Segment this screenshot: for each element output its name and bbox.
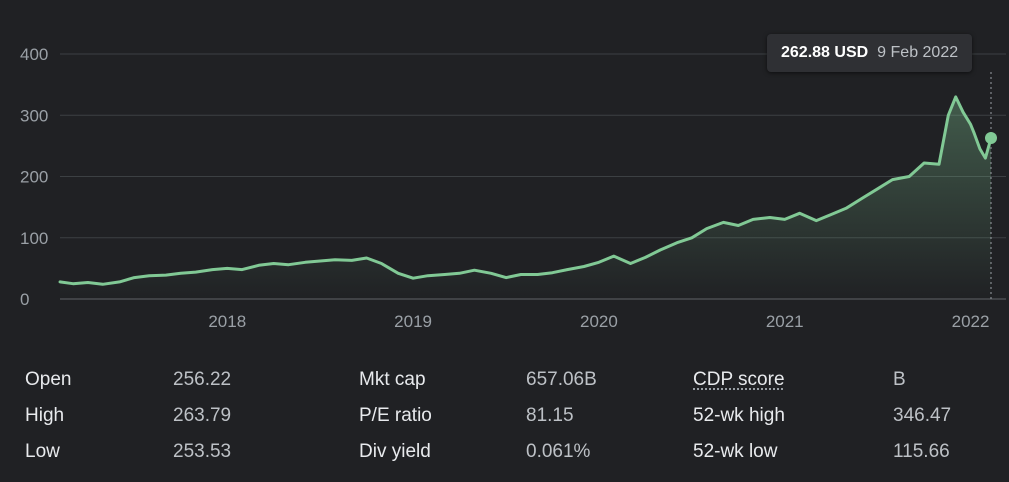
x-axis: 2018 2019 2020 2021 2022 (208, 312, 989, 331)
stat-label-low: Low (25, 441, 60, 462)
x-tick-label: 2020 (580, 312, 618, 331)
price-chart[interactable]: 0 100 200 300 400 2018 2019 2020 2021 2022 (0, 0, 1009, 345)
stats-row-2: High 263.79 P/E ratio 81.15 52-wk high 3… (25, 398, 985, 434)
stat-value-low: 253.53 (173, 441, 232, 462)
stat-label-div-yield: Div yield (359, 441, 431, 462)
stat-value-pe-ratio: 81.15 (526, 405, 574, 426)
stat-value-div-yield: 0.061% (526, 441, 591, 462)
stat-value-mkt-cap: 657.06B (526, 369, 597, 390)
x-tick-label: 2018 (208, 312, 246, 331)
y-tick-label: 300 (20, 106, 48, 125)
stat-value-high: 263.79 (173, 405, 232, 426)
hover-point[interactable] (985, 131, 997, 144)
x-tick-label: 2019 (394, 312, 432, 331)
y-tick-label: 200 (20, 168, 48, 187)
tooltip-date: 9 Feb 2022 (877, 44, 959, 61)
x-tick-label: 2022 (952, 312, 990, 331)
stats-row-3: Low 253.53 Div yield 0.061% 52-wk low 11… (25, 434, 985, 470)
stat-label-52wk-low: 52-wk low (693, 441, 778, 462)
stat-label-open: Open (25, 369, 72, 390)
price-line[interactable] (58, 95, 993, 286)
x-tick-label: 2021 (766, 312, 804, 331)
y-tick-label: 100 (20, 229, 48, 248)
key-stats: Open 256.22 Mkt cap 657.06B CDP score B … (25, 362, 985, 470)
y-tick-label: 400 (20, 45, 48, 64)
stat-label-high: High (25, 405, 65, 426)
stats-row-1: Open 256.22 Mkt cap 657.06B CDP score B (25, 362, 985, 398)
stat-label-cdp-score[interactable]: CDP score (693, 369, 785, 390)
price-tooltip: 262.88 USD 9 Feb 2022 (767, 34, 973, 72)
tooltip-price: 262.88 USD (781, 44, 869, 61)
stat-value-cdp-score: B (893, 369, 906, 390)
stat-label-52wk-high: 52-wk high (693, 405, 785, 426)
stat-value-52wk-low: 115.66 (893, 441, 950, 462)
y-axis: 0 100 200 300 400 (20, 45, 48, 309)
stat-value-52wk-high: 346.47 (893, 405, 952, 426)
price-area-fill (60, 96, 991, 300)
stat-value-open: 256.22 (173, 369, 232, 390)
stat-label-pe-ratio: P/E ratio (359, 405, 432, 426)
stat-label-mkt-cap: Mkt cap (359, 369, 426, 390)
y-tick-label: 0 (20, 290, 29, 309)
